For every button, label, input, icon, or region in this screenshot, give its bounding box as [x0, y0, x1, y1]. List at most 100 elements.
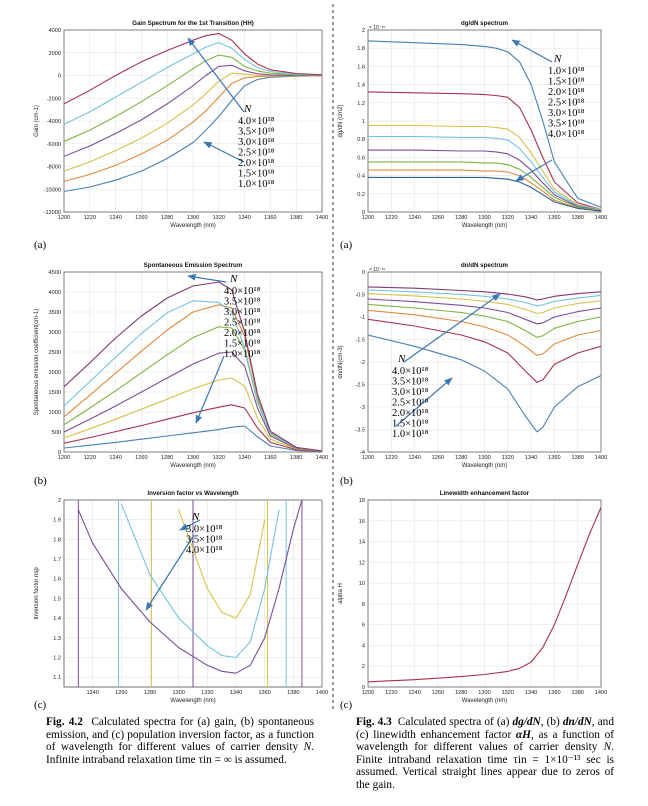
- y-tick-label: 2: [362, 28, 365, 34]
- x-tick-label: 1300: [478, 215, 490, 221]
- series-line-1: [368, 507, 601, 683]
- legend-entry: 3.0×10¹⁸: [186, 524, 223, 535]
- annotation-arrow: [515, 159, 553, 182]
- chart-dndn: 1200 1220 1240 1260 1280 1300 1320 1340 1360 1380…: [338, 262, 607, 487]
- series-line-8: [368, 176, 601, 212]
- x-tick-label: 1360: [264, 215, 276, 221]
- y-axis-label: alpha H: [338, 583, 344, 604]
- x-tick-label: 1220: [385, 215, 397, 221]
- y-tick-label: 3000: [49, 330, 61, 336]
- series-line-6: [64, 41, 322, 125]
- legend-entry: 1.0×10¹⁸: [548, 66, 585, 77]
- legend-entry: 4.0×10¹⁸: [186, 545, 223, 556]
- panel-letter: (b): [34, 475, 47, 487]
- x-tick-label: 1320: [502, 215, 514, 221]
- caption-left-label: Fig. 4.2: [46, 716, 83, 728]
- x-tick-label: 1240: [109, 215, 121, 221]
- y-axis-label: Inversion factor nsp: [34, 567, 40, 620]
- y-tick-label: 4500: [49, 270, 61, 276]
- series-group: [368, 40, 601, 212]
- y-axis-exponent: × 10⁻¹⁵: [369, 25, 385, 31]
- series-line-3: [368, 124, 601, 210]
- caption-left-tail: . Infinite intraband relaxation time τin…: [46, 741, 314, 766]
- x-tick-label: 1320: [213, 455, 225, 461]
- y-tick-label: -3: [360, 405, 365, 411]
- y-tick-label: -12000: [44, 210, 61, 216]
- y-tick-label: -4: [360, 450, 365, 456]
- x-tick-label: 1200: [362, 455, 374, 461]
- panel-letter: (a): [340, 239, 353, 251]
- y-tick-label: 18: [359, 498, 365, 504]
- legend-entry: 2.5×10¹⁸: [392, 398, 429, 409]
- legend-entry: 3.0×10¹⁸: [392, 387, 429, 398]
- legend-header: N: [397, 353, 406, 365]
- x-tick-label: 1260: [135, 215, 147, 221]
- chart-title: Gain Spectrum for the 1st Transition (HH…: [132, 20, 254, 27]
- y-tick-label: 1.2: [357, 101, 365, 107]
- y-axis-label: Spontaneous emission coefficient(cm-1): [34, 309, 40, 416]
- x-tick-label: 1280: [161, 455, 173, 461]
- y-tick-label: 16: [359, 519, 365, 525]
- plot-border: [367, 499, 602, 688]
- series-line-1: [368, 40, 601, 208]
- x-tick-label: 1360: [258, 690, 270, 696]
- x-tick-label: 1260: [432, 455, 444, 461]
- caption-right-text1: Calculated spectra of (a): [397, 716, 513, 728]
- series-line-2: [64, 404, 322, 452]
- series-group: [77, 500, 303, 687]
- legend-entry: 4.0×10¹⁸: [548, 129, 585, 140]
- y-tick-label: 0.2: [357, 192, 365, 198]
- y-tick-label: -2000: [47, 96, 61, 102]
- caption-right-text3: , as a function of wavelength for differ…: [356, 728, 614, 754]
- panel-letter: (a): [34, 239, 47, 251]
- annotation-arrow: [179, 519, 201, 531]
- y-tick-label: 2: [58, 498, 61, 504]
- legend-entry: 2.5×10¹⁸: [548, 98, 585, 109]
- x-axis-label: Wavelength (nm): [462, 698, 507, 704]
- y-tick-label: 0.8: [357, 137, 365, 143]
- y-tick-label: 1500: [49, 390, 61, 396]
- series-line-1: [368, 334, 601, 433]
- x-tick-label: 1220: [84, 215, 96, 221]
- x-tick-label: 1360: [548, 455, 560, 461]
- y-tick-label: 6: [362, 623, 365, 629]
- series-line-4: [64, 351, 322, 452]
- y-tick-label: -10000: [44, 187, 61, 193]
- x-axis-label: Wavelength (nm): [170, 463, 215, 469]
- x-tick-label: 1360: [548, 690, 560, 696]
- chart-title: dn/dN spectrum: [461, 262, 509, 269]
- chart-spont: 1200 1220 1240 1260 1280 1300 1320 1340 1360 1380…: [34, 262, 328, 487]
- y-tick-label: 1.2: [53, 655, 61, 661]
- y-tick-label: 500: [52, 430, 61, 436]
- y-tick-label: -1.5: [355, 338, 365, 344]
- caption-right-n: N: [603, 741, 612, 754]
- legend-entry: 1.5×10¹⁸: [392, 419, 429, 430]
- caption-right-label: Fig. 4.3: [356, 716, 392, 728]
- y-tick-label: -1: [360, 315, 365, 321]
- legend-entry: 4.0×10¹⁸: [224, 286, 261, 297]
- x-tick-label: 1200: [362, 215, 374, 221]
- x-axis-label: Wavelength (nm): [170, 223, 215, 229]
- series-line-5: [64, 326, 322, 452]
- x-tick-label: 1280: [161, 215, 173, 221]
- legend-entry: 1.0×10¹⁸: [224, 349, 261, 360]
- chart-title: Linewidth enhancement factor: [440, 490, 530, 497]
- legend-entry: 1.0×10¹⁸: [238, 179, 275, 190]
- series-line-3: [64, 377, 322, 452]
- x-tick-label: 1320: [502, 690, 514, 696]
- x-tick-label: 1380: [290, 455, 302, 461]
- y-tick-label: -2: [360, 360, 365, 366]
- x-tick-label: 1260: [135, 455, 147, 461]
- x-tick-label: 1340: [230, 690, 242, 696]
- x-tick-label: 1340: [238, 455, 250, 461]
- y-tick-label: -0.5: [355, 293, 365, 299]
- x-tick-label: 1240: [408, 690, 420, 696]
- y-tick-label: 12: [359, 560, 365, 566]
- series-line-2: [368, 91, 601, 210]
- caption-right-dn: dn/dN: [562, 716, 592, 728]
- y-tick-label: 1.8: [357, 46, 365, 52]
- series-line-1: [64, 425, 322, 452]
- legend-entry: 2.0×10¹⁸: [238, 158, 275, 169]
- legend-entry: 1.5×10¹⁸: [224, 339, 261, 350]
- x-tick-label: 1400: [595, 455, 607, 461]
